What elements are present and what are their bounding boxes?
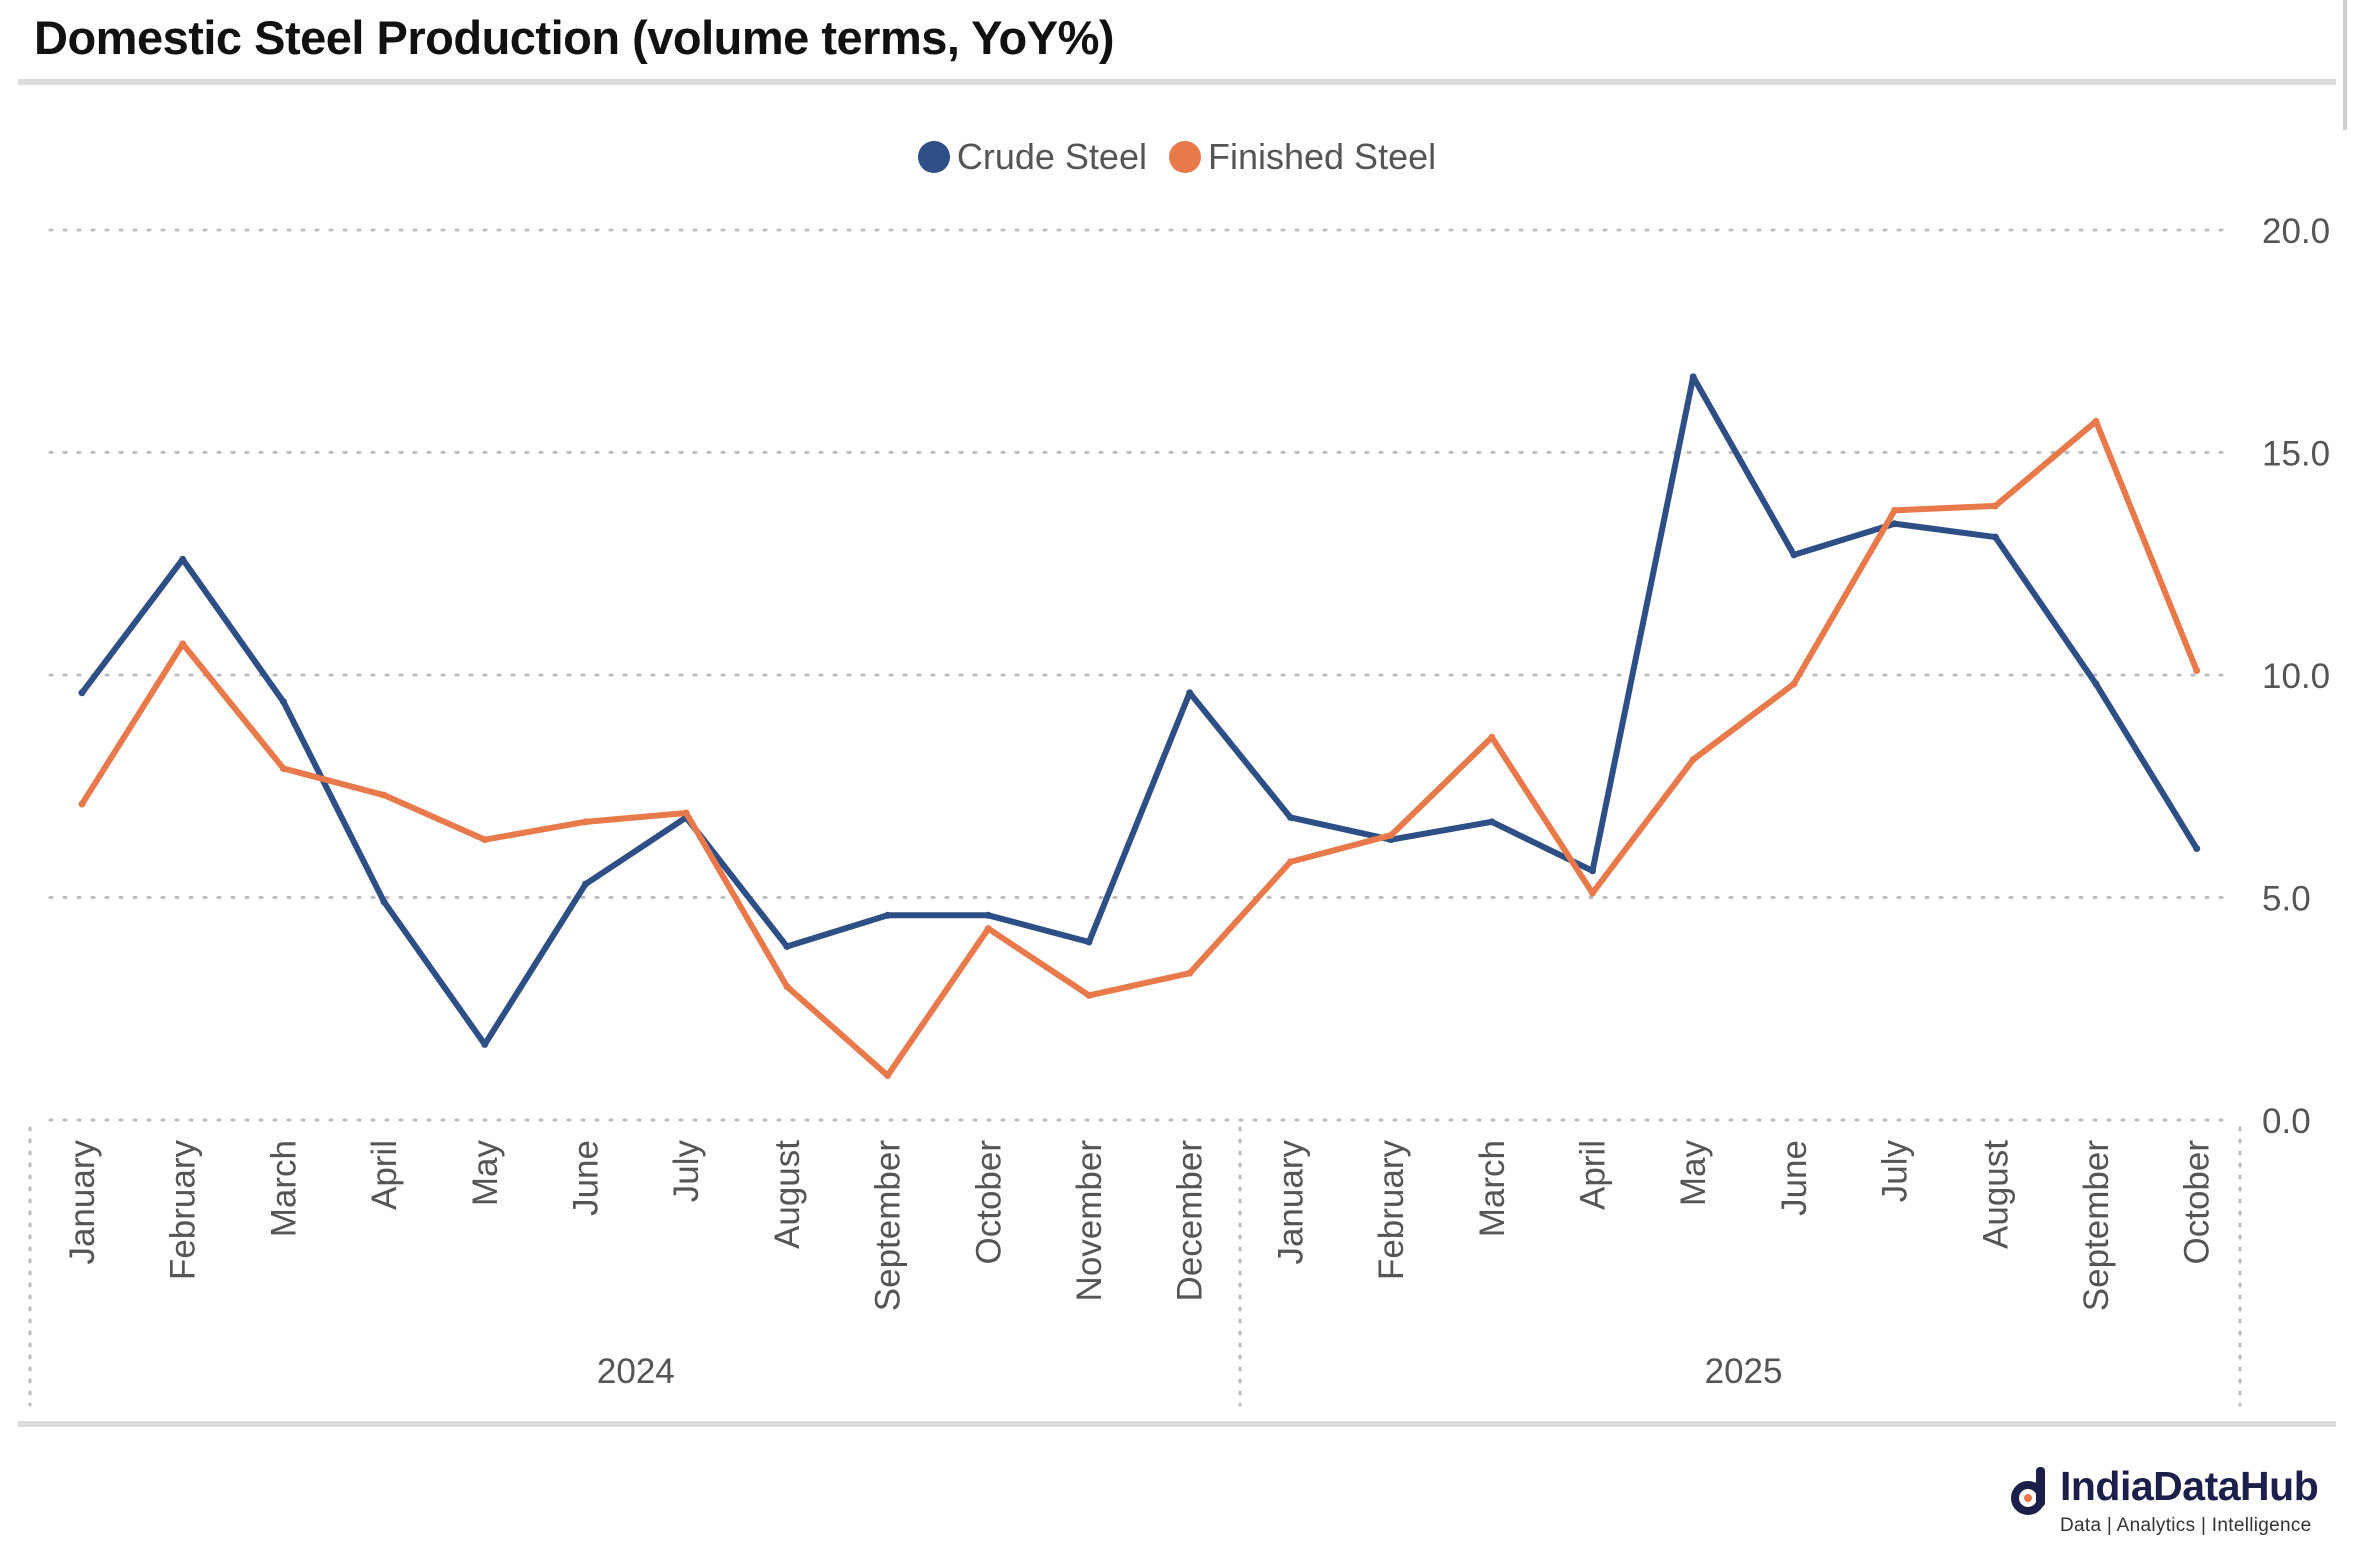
data-point-crude-steel bbox=[1186, 689, 1194, 697]
x-tick-label: October bbox=[2178, 1140, 2217, 1265]
data-point-crude-steel bbox=[481, 1040, 489, 1048]
legend-label-crude-steel: Crude Steel bbox=[956, 136, 1147, 177]
data-point-crude-steel bbox=[1085, 938, 1093, 946]
data-point-finished-steel bbox=[1891, 506, 1899, 514]
data-point-crude-steel bbox=[279, 698, 287, 706]
series-lines bbox=[78, 373, 2201, 1079]
brand-logo: IndiaDataHub Data | Analytics | Intellig… bbox=[2008, 1463, 2338, 1545]
series-line-finished-steel bbox=[79, 418, 2200, 1079]
x-tick-label: November bbox=[1070, 1140, 1109, 1302]
legend-marker-finished-steel bbox=[1168, 141, 1201, 173]
data-point-finished-steel bbox=[783, 983, 791, 990]
legend: Crude Steel Finished Steel bbox=[0, 136, 2354, 182]
year-label-2024: 2024 bbox=[597, 1352, 675, 1391]
data-point-finished-steel bbox=[884, 1072, 892, 1079]
data-point-finished-steel bbox=[1186, 969, 1194, 977]
bottom-divider bbox=[18, 1421, 2336, 1427]
data-point-crude-steel bbox=[884, 911, 892, 919]
brand-name: IndiaDataHub bbox=[2060, 1463, 2319, 1509]
data-point-crude-steel bbox=[984, 911, 992, 919]
x-tick-label: June bbox=[567, 1140, 606, 1216]
brand-tagline: Data | Analytics | Intelligence bbox=[2060, 1515, 2312, 1536]
data-point-finished-steel bbox=[1689, 756, 1697, 764]
data-point-finished-steel bbox=[1286, 858, 1294, 866]
data-point-crude-steel bbox=[783, 942, 791, 950]
data-point-crude-steel bbox=[1488, 818, 1496, 826]
data-point-crude-steel bbox=[1991, 533, 1999, 541]
data-point-finished-steel bbox=[1387, 831, 1395, 839]
frame-edge bbox=[2343, 0, 2347, 130]
data-point-finished-steel bbox=[1085, 991, 1093, 999]
x-tick-label: September bbox=[869, 1140, 908, 1312]
legend-marker-crude-steel bbox=[917, 141, 950, 173]
x-tick-label: September bbox=[2077, 1140, 2116, 1312]
x-tick-label: March bbox=[1473, 1140, 1512, 1237]
data-point-finished-steel bbox=[179, 640, 187, 648]
data-point-crude-steel bbox=[2092, 680, 2100, 688]
legend-item-crude-steel[interactable]: Crude Steel bbox=[917, 136, 1147, 178]
x-tick-label: December bbox=[1171, 1140, 1210, 1302]
legend-label-finished-steel: Finished Steel bbox=[1207, 136, 1437, 177]
data-point-finished-steel bbox=[481, 836, 489, 844]
x-tick-label: January bbox=[1271, 1140, 1310, 1265]
y-tick-label: 5.0 bbox=[2262, 880, 2311, 919]
x-tick-label: May bbox=[466, 1140, 505, 1207]
data-point-crude-steel bbox=[380, 898, 388, 906]
data-point-crude-steel bbox=[1589, 867, 1596, 875]
data-point-crude-steel bbox=[1790, 551, 1798, 559]
data-point-finished-steel bbox=[1488, 733, 1496, 741]
x-tick-label: January bbox=[63, 1140, 102, 1265]
data-point-crude-steel bbox=[78, 689, 86, 697]
data-point-crude-steel bbox=[582, 880, 589, 888]
data-point-crude-steel bbox=[1286, 813, 1294, 821]
data-point-crude-steel bbox=[1891, 520, 1899, 528]
series-line-crude-steel bbox=[79, 373, 2200, 1048]
y-tick-label: 20.0 bbox=[2262, 212, 2330, 251]
y-tick-label: 10.0 bbox=[2262, 657, 2330, 696]
data-point-finished-steel bbox=[2092, 417, 2100, 425]
legend-item-finished-steel[interactable]: Finished Steel bbox=[1168, 136, 1437, 178]
x-tick-label: August bbox=[1976, 1140, 2015, 1249]
x-tick-label: May bbox=[1674, 1140, 1713, 1207]
data-point-finished-steel bbox=[1589, 889, 1596, 897]
x-tick-label: February bbox=[164, 1140, 203, 1281]
x-tick-label: March bbox=[264, 1140, 303, 1237]
x-tick-label: April bbox=[365, 1140, 404, 1210]
x-tick-label: July bbox=[1876, 1140, 1915, 1203]
data-point-finished-steel bbox=[1790, 680, 1798, 688]
x-tick-label: August bbox=[768, 1140, 807, 1249]
x-tick-label: April bbox=[1574, 1140, 1613, 1210]
y-tick-label: 15.0 bbox=[2262, 435, 2330, 474]
x-tick-label: July bbox=[667, 1140, 706, 1203]
chart-title: Domestic Steel Production (volume terms,… bbox=[34, 11, 1115, 64]
y-tick-label: 0.0 bbox=[2262, 1102, 2311, 1141]
data-point-finished-steel bbox=[582, 818, 589, 826]
y-axis: 0.0 5.0 10.0 15.0 20.0 bbox=[2262, 212, 2330, 1141]
data-point-finished-steel bbox=[279, 764, 287, 772]
x-tick-label: February bbox=[1372, 1140, 1411, 1281]
data-point-crude-steel bbox=[2193, 845, 2201, 853]
data-point-finished-steel bbox=[78, 800, 86, 808]
x-tick-label: June bbox=[1775, 1140, 1814, 1216]
data-point-finished-steel bbox=[682, 809, 690, 817]
data-point-crude-steel bbox=[179, 555, 187, 563]
top-divider bbox=[18, 79, 2336, 85]
brand-mark-icon bbox=[2011, 1467, 2045, 1515]
data-point-finished-steel bbox=[1991, 502, 1999, 510]
x-axis: January February March April May June July Augu… bbox=[28, 1126, 2242, 1407]
data-point-finished-steel bbox=[2193, 667, 2201, 675]
x-tick-label: October bbox=[969, 1140, 1008, 1265]
data-point-finished-steel bbox=[984, 925, 992, 933]
data-point-finished-steel bbox=[380, 791, 388, 799]
data-point-crude-steel bbox=[1689, 373, 1697, 381]
year-label-2025: 2025 bbox=[1705, 1352, 1783, 1391]
